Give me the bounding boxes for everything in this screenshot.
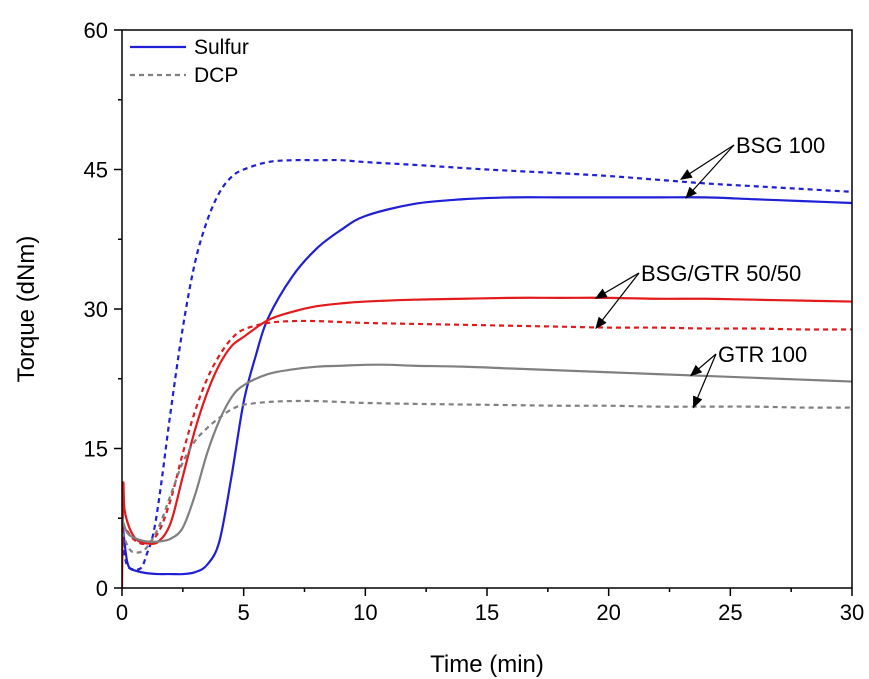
x-tick-label: 25 [718, 600, 742, 625]
annotation-arrow-bsg-gtr-50-50 [595, 272, 640, 330]
series-line-bsg-gtr-50-50-dcp [122, 319, 852, 546]
annotation-arrow-gtr-100 [689, 353, 717, 377]
series-line-bsg-100-sulfur [122, 196, 852, 576]
y-tick-label: 0 [96, 576, 108, 601]
annotation-arrow-bsg-100 [685, 144, 735, 199]
legend: Sulfur DCP [130, 36, 249, 87]
axes: 0 5 10 15 20 25 30 0 15 30 45 60 [84, 18, 865, 625]
y-tick-label: 45 [84, 158, 108, 183]
annotation-arrow-bsg-100 [679, 144, 735, 180]
annotation-label-gtr-100: GTR 100 [718, 342, 807, 367]
series-line-gtr-100-sulfur [122, 363, 852, 544]
annotation-label-bsg-gtr-50-50: BSG/GTR 50/50 [641, 261, 801, 286]
annotations: BSG 100 BSG/GTR 50/50 GTR 100 [594, 133, 825, 409]
plot-frame [121, 29, 853, 589]
legend-label-sulfur: Sulfur [194, 36, 249, 59]
y-tick-label: 60 [84, 18, 108, 43]
x-tick-label: 30 [840, 600, 864, 625]
y-tick-label: 15 [84, 437, 108, 462]
legend-label-dcp: DCP [194, 64, 238, 87]
plot-area [122, 158, 852, 588]
x-tick-label: 15 [475, 600, 499, 625]
annotation-arrow-bsg-gtr-50-50 [594, 272, 640, 299]
y-tick-label: 30 [84, 297, 108, 322]
annotation-label-bsg-100: BSG 100 [736, 133, 825, 158]
x-tick-label: 20 [596, 600, 620, 625]
x-axis-title: Time (min) [430, 651, 544, 678]
x-tick-label: 10 [353, 600, 377, 625]
x-tick-label: 0 [116, 600, 128, 625]
series-line-gtr-100-dcp [122, 399, 852, 554]
annotation-arrow-gtr-100 [693, 353, 717, 409]
y-axis-title: Torque (dNm) [13, 236, 40, 383]
x-tick-label: 5 [238, 600, 250, 625]
